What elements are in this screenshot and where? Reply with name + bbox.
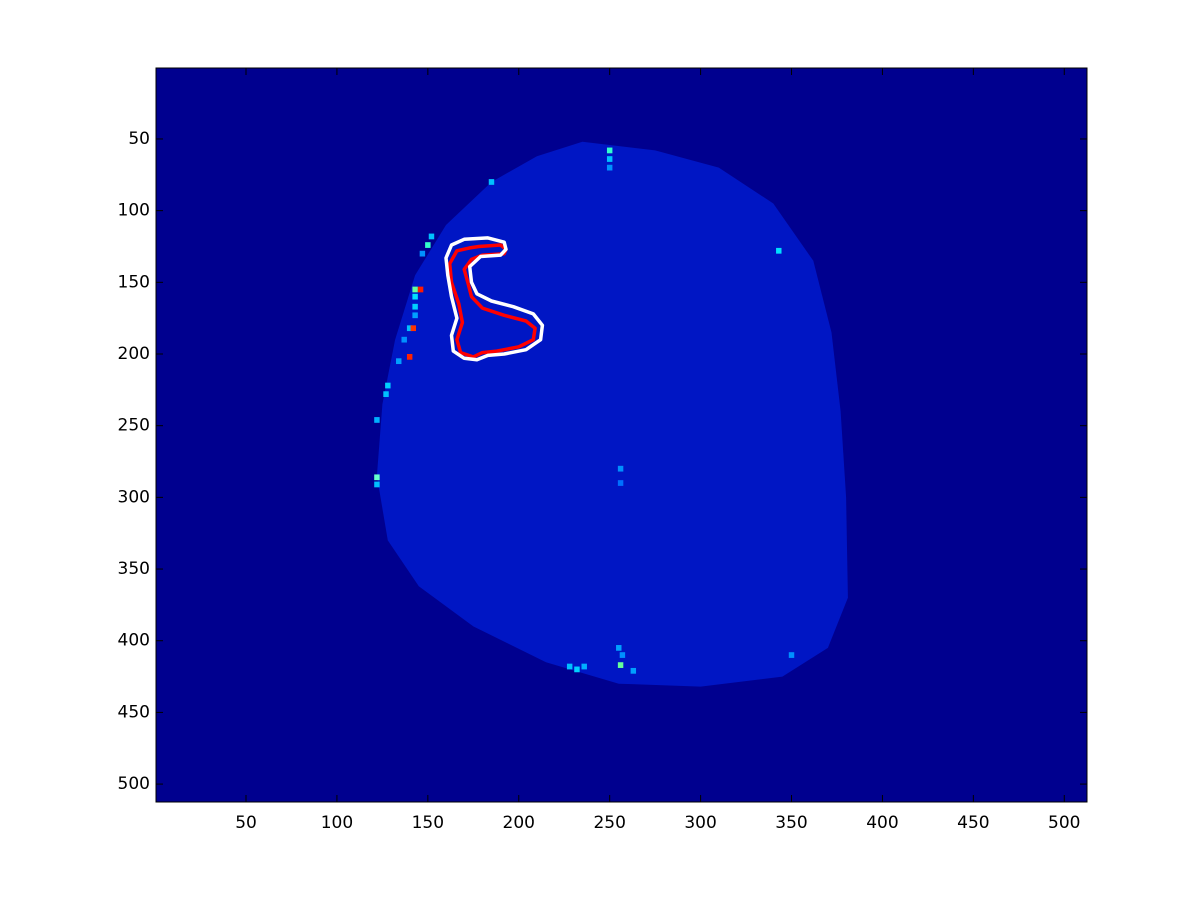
bright-voxel — [617, 480, 624, 486]
bright-voxel — [581, 663, 587, 670]
bright-voxel — [788, 652, 795, 658]
y-tick-label: 200 — [118, 344, 150, 364]
x-tick-label: 300 — [684, 813, 716, 833]
bright-voxel — [428, 233, 435, 240]
bright-voxel — [396, 358, 402, 365]
y-tick-label: 300 — [118, 487, 150, 507]
y-tick-label: 450 — [118, 702, 150, 722]
bright-voxel — [406, 354, 413, 360]
axes-frame — [155, 67, 1088, 803]
bright-voxel — [412, 286, 418, 293]
x-tick-label: 250 — [593, 813, 625, 833]
bright-voxel — [619, 652, 626, 658]
bright-voxel — [616, 645, 622, 651]
bright-voxel — [383, 391, 389, 398]
bright-voxel — [425, 242, 431, 248]
x-tick-label: 500 — [1048, 813, 1080, 833]
y-tick-label: 500 — [118, 774, 150, 794]
x-tick-label: 150 — [412, 813, 444, 833]
bright-voxel — [406, 325, 413, 332]
bright-voxel — [385, 382, 391, 389]
y-tick-label: 50 — [128, 129, 150, 149]
y-tick-label: 150 — [118, 272, 150, 292]
axes-ticks: 50 100 150 200 250 300 350 400 450 500 50 100 150 200… — [118, 67, 1088, 833]
plot-area — [156, 68, 1087, 802]
x-tick-label: 450 — [957, 813, 989, 833]
bright-voxel — [419, 250, 426, 257]
bright-voxel — [412, 312, 418, 319]
x-tick-label: 100 — [321, 813, 353, 833]
y-tick-label: 350 — [118, 559, 150, 579]
bright-voxel — [412, 293, 418, 300]
bright-voxel — [374, 481, 380, 488]
y-tick-label: 250 — [118, 416, 150, 436]
bright-voxel — [606, 156, 613, 162]
bright-voxel — [617, 465, 624, 472]
brain-region — [376, 141, 848, 687]
white-contour — [444, 236, 545, 362]
bright-voxel — [374, 474, 380, 481]
y-tick-label: 100 — [118, 201, 150, 221]
x-tick-label: 400 — [866, 813, 898, 833]
bright-voxel — [410, 325, 417, 332]
bright-voxel — [374, 417, 380, 423]
bright-voxel — [488, 179, 495, 185]
bright-voxel — [606, 147, 613, 154]
bright-voxel — [617, 662, 624, 668]
bright-voxel — [630, 667, 637, 674]
bright-voxel — [412, 303, 418, 310]
bright-voxel — [776, 247, 782, 254]
bright-voxel — [574, 666, 580, 673]
bright-voxel — [417, 286, 424, 293]
x-tick-label: 50 — [235, 813, 257, 833]
x-tick-label: 200 — [503, 813, 535, 833]
bright-voxel — [566, 663, 573, 670]
bright-voxel — [606, 164, 613, 171]
bright-voxel — [401, 336, 407, 343]
x-tick-label: 350 — [775, 813, 807, 833]
y-tick-label: 400 — [118, 631, 150, 651]
